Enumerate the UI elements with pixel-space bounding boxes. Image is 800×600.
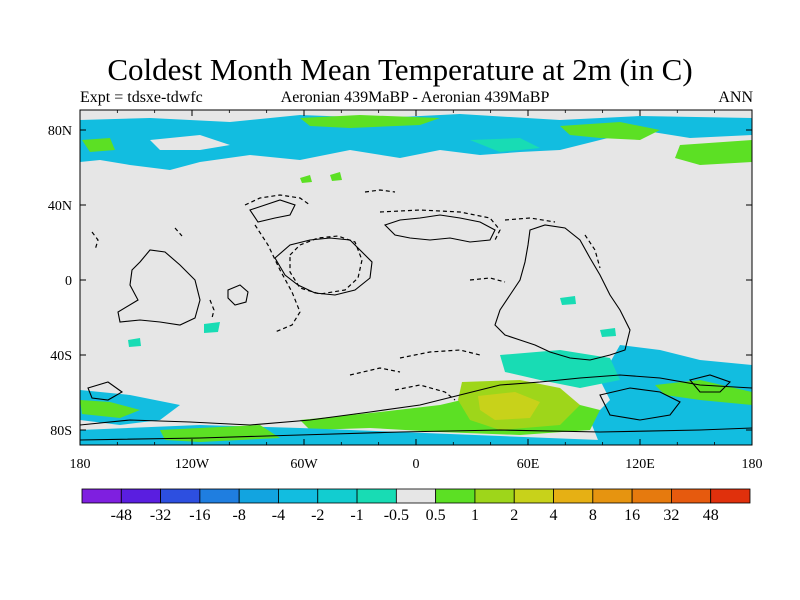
contour-fill-north-green-4: [675, 140, 752, 165]
colorbar-label: 2: [510, 507, 518, 524]
shelf-outline-west-small-2: [174, 227, 183, 237]
colorbar-swatch: [81, 488, 122, 504]
lon-tick-label: 60W: [290, 457, 318, 472]
colorbar-labels: -48 -32 -16 -8 -4 -2 -1 -0.5 0.5 1 2 4 8 16 32 48: [111, 507, 719, 524]
colorbar-swatch: [356, 488, 397, 504]
colorbar-swatch: [278, 488, 319, 504]
coastline-south-west-island: [87, 381, 124, 401]
colorbar: [81, 488, 751, 504]
period-label: Aeronian 439MaBP - Aeronian 439MaBP: [280, 89, 550, 106]
colorbar-label: 32: [663, 507, 679, 524]
lat-tick-label: 0: [65, 274, 72, 289]
colorbar-swatch: [199, 488, 240, 504]
colorbar-swatch: [238, 488, 279, 504]
colorbar-swatch: [435, 488, 476, 504]
shelf-outline-northeast: [379, 209, 501, 241]
colorbar-label: -32: [150, 507, 171, 524]
lon-tick-label: 60E: [517, 457, 540, 472]
contour-fill-patch-3: [204, 322, 220, 333]
shelf-outline-west-arc: [254, 224, 301, 333]
colorbar-label: -1: [350, 507, 363, 524]
colorbar-swatch: [513, 488, 554, 504]
colorbar-label: 0.5: [426, 507, 446, 524]
season-label: ANN: [718, 89, 753, 106]
experiment-label: Expt = tdsxe-tdwfc: [80, 89, 203, 106]
colorbar-swatch: [395, 488, 437, 504]
axis-ticks: [79, 110, 753, 445]
shelf-outline-south-3: [394, 384, 456, 401]
coastlines: [80, 199, 752, 441]
shelf-outline-south-1: [399, 349, 481, 359]
chart-title: Coldest Month Mean Temperature at 2m (in…: [107, 52, 693, 87]
shelf-outlines: [91, 189, 601, 401]
colorbar-swatch: [317, 488, 358, 504]
colorbar-swatch: [592, 488, 633, 504]
contour-fill-patch-1: [560, 296, 576, 305]
coastline-west-continent: [117, 249, 201, 326]
colorbar-swatch: [474, 488, 515, 504]
shelf-outline-south-2: [349, 367, 401, 376]
colorbar-label: -2: [311, 507, 324, 524]
contour-fill-patch-2: [600, 328, 616, 337]
colorbar-label: 1: [471, 507, 479, 524]
contour-fill-north-green-3: [560, 122, 660, 140]
coastline-southern-continent: [80, 374, 752, 426]
contour-fill-north-teal: [470, 138, 540, 152]
colorbar-label: 48: [703, 507, 719, 524]
contour-fill-north-green-1: [82, 138, 115, 152]
temperature-field: [80, 114, 752, 445]
colorbar-label: 8: [589, 507, 597, 524]
shelf-outline-northeast-2: [504, 217, 556, 223]
colorbar-label: -16: [189, 507, 210, 524]
shelf-outline-east-1: [584, 234, 601, 269]
colorbar-swatch: [120, 488, 161, 504]
contour-fill-patch-4: [300, 175, 312, 183]
contour-fill-north-grey-gap: [150, 135, 230, 150]
colorbar-swatch: [710, 488, 751, 504]
coastline-northeast-landmass: [383, 214, 496, 243]
lat-tick-label: 40S: [50, 349, 72, 364]
contour-fill-south-yellow: [478, 392, 540, 420]
coastline-south-loop: [599, 387, 681, 421]
lon-tick-label: 180: [742, 457, 763, 472]
colorbar-label: -8: [233, 507, 246, 524]
coastline-southern-edge: [80, 427, 752, 441]
shelf-outline-east-2: [469, 277, 506, 283]
lat-tick-label: 80S: [50, 424, 72, 439]
lat-tick-label: 80N: [48, 124, 72, 139]
shelf-outline-center-ring: [289, 235, 363, 295]
shelf-outline-west-small-3: [209, 299, 215, 319]
lat-tick-label: 40N: [48, 199, 72, 214]
coastline-north-fragment: [249, 199, 296, 223]
colorbar-label: -0.5: [384, 507, 409, 524]
shelf-outline-north: [244, 194, 311, 206]
colorbar-label: -4: [272, 507, 285, 524]
contour-fill-south-green-west: [80, 400, 140, 418]
lon-tick-label: 0: [413, 457, 420, 472]
coastline-eastern-continent: [494, 224, 631, 361]
shelf-outline-west-small: [91, 231, 99, 251]
coastline-small-island: [227, 284, 249, 306]
shelf-outline-north-2: [364, 189, 396, 193]
lon-tick-label: 120W: [175, 457, 210, 472]
colorbar-label: 4: [550, 507, 558, 524]
colorbar-swatch: [160, 488, 201, 504]
coastline-south-east-island: [689, 374, 732, 393]
colorbar-label: 16: [624, 507, 640, 524]
colorbar-swatch: [671, 488, 712, 504]
longitude-labels: 180 120W 60W 0 60E 120E 180: [70, 457, 763, 472]
colorbar-label: -48: [111, 507, 132, 524]
contour-fill-patch-6: [128, 338, 141, 347]
contour-fill-patch-5: [330, 172, 342, 181]
contour-fill-north-green-2: [300, 115, 440, 128]
lon-tick-label: 120E: [625, 457, 655, 472]
lon-tick-label: 180: [70, 457, 91, 472]
colorbar-swatch: [553, 488, 594, 504]
latitude-labels: 80N 40N 0 40S 80S: [48, 124, 72, 439]
colorbar-swatch: [631, 488, 672, 504]
